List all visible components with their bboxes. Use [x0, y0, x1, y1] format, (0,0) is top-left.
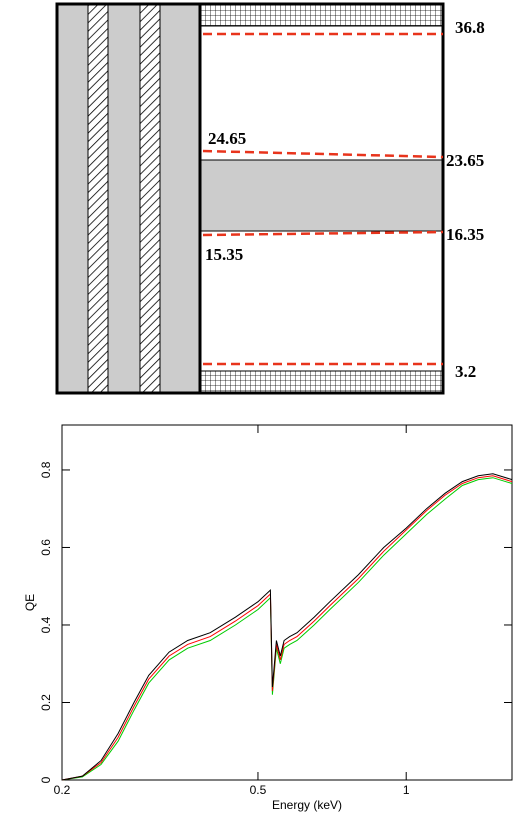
x-axis-label: Energy (keV)	[272, 798, 342, 812]
qe-line	[61, 473, 513, 781]
diagram-frame	[55, 2, 445, 395]
middle-layer	[199, 159, 444, 232]
dashed-line	[202, 149, 444, 159]
y-tick-label: 0.4	[39, 616, 53, 633]
dashed-line	[202, 230, 444, 237]
hatched-column	[87, 3, 109, 394]
y-axis-label: QE	[23, 594, 37, 611]
bottom-band	[199, 370, 444, 394]
x-tick-label: 0.5	[250, 783, 267, 797]
y-tick-label: 0.6	[39, 539, 53, 556]
layer-label: 16.35	[446, 225, 484, 244]
layer-label: 15.35	[205, 245, 243, 264]
plot-frame	[61, 424, 513, 781]
y-tick-label: 0	[39, 776, 53, 783]
qe-line	[61, 475, 513, 781]
layer-label: 36.8	[455, 18, 485, 37]
dashed-lines	[202, 32, 444, 366]
layer-label: 24.65	[208, 129, 246, 148]
hatched-column	[139, 3, 161, 394]
layer-label: 3.2	[455, 362, 476, 381]
qe-line	[61, 477, 513, 781]
x-tick-label: 1	[403, 783, 410, 797]
top-band	[199, 4, 444, 27]
y-tick-label: 0.8	[39, 461, 53, 478]
layer-label: 23.65	[446, 151, 484, 170]
y-tick-label: 0.2	[39, 694, 53, 711]
substrate	[57, 4, 200, 393]
x-tick-label: 0.2	[54, 783, 71, 797]
layer-diagram: 36.8 24.65 23.65 16.35 15.35 3.2	[55, 2, 485, 395]
